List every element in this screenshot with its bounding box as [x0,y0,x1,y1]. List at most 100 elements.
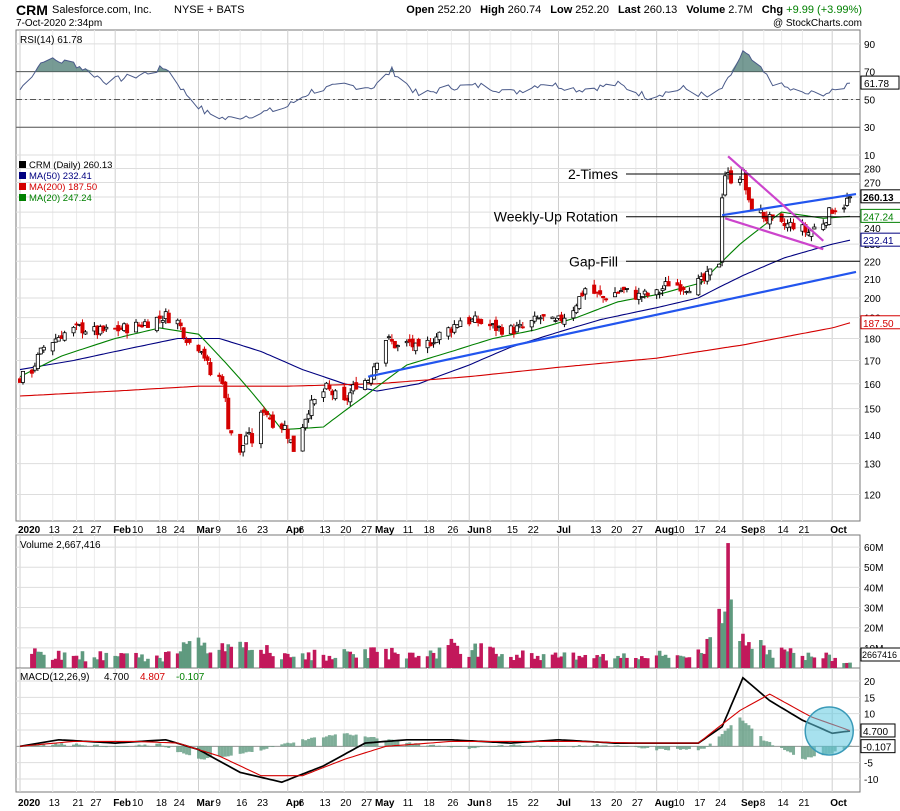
macd-histogram-bar [393,741,397,747]
x-tick-label: 10 [132,798,144,809]
volume-y-tick: 30M [864,604,883,615]
macd-histogram-bar [324,736,328,747]
macd-histogram-bar [390,739,394,747]
macd-histogram-bar [640,746,644,749]
price-bar-body [746,187,751,201]
x-tick-label: 8 [760,525,766,536]
macd-histogram-bar [161,745,165,747]
macd-histogram-bar [342,733,346,747]
macd-histogram-bar [188,746,192,756]
price-bar-body [160,320,165,323]
price-bar-body [327,384,332,390]
x-tick-label: Feb [113,798,131,809]
volume-bar [497,656,501,668]
rsi-y-tick: 90 [864,40,876,51]
x-tick-label: 18 [424,525,436,536]
macd-histogram-bar [696,746,700,751]
price-bar-body [208,362,213,376]
volume-bar [208,652,213,668]
rsi-y-tick: 50 [864,95,876,106]
volume-bar [616,655,620,668]
macd-histogram-bar [771,745,775,747]
macd-histogram-bar [271,746,275,748]
volume-bar [437,647,442,668]
volume-bar [550,654,555,668]
macd-histogram-bar [396,740,400,747]
volume-bar [247,650,251,668]
macd-histogram-bar [268,746,272,747]
volume-bar [455,645,460,668]
macd-badge [860,723,896,738]
price-y-tick: 220 [864,257,881,268]
macd-histogram-bar [678,746,682,750]
macd-histogram-bar [155,743,159,747]
price-bar-body [681,287,686,290]
price-bar-body [282,425,287,430]
quote-open: Open 252.20 [406,4,471,16]
macd-y-tick: -10 [864,775,879,786]
macd-histogram-bar [539,746,543,748]
macd-histogram-bar [134,745,138,747]
volume-bar [122,653,126,668]
price-bar-body [499,327,504,335]
macd-histogram-bar [738,717,742,747]
volume-bar [791,652,796,668]
price-bar-body [574,305,579,314]
volume-bar [476,656,480,668]
macd-histogram-bar [658,746,662,749]
volume-bar [321,654,326,668]
macd-histogram-bar [619,746,623,747]
x-tick-label: 15 [507,798,519,809]
volume-bar [348,651,353,668]
price-bar-body [217,374,222,377]
volume-bar [175,653,180,668]
price-bar-body [583,288,588,295]
macd-histogram-bar [57,744,61,747]
macd-histogram-bar [744,723,748,747]
price-legend-item: CRM (Daily) 260.13 [29,160,112,171]
volume-bar [500,654,504,668]
price-bar-body [333,390,338,400]
macd-badge [860,739,896,754]
x-tick-label: 21 [73,525,85,536]
volume-bar [842,663,846,668]
volume-bar [101,660,106,668]
macd-histogram-bar [220,746,224,757]
macd-histogram-bar [533,746,537,747]
price-bar-body [306,413,311,420]
volume-bar [592,658,596,668]
x-tick-label: 21 [73,798,85,809]
price-y-tick: 280 [864,164,881,175]
volume-bar [660,655,665,668]
price-bar-body [71,326,76,334]
macd-y-tick: 10 [864,710,876,721]
quote-value: 2.7M [725,4,753,16]
macd-histogram-bar [625,746,629,747]
volume-bar [824,652,829,668]
macd-histogram-bar [708,743,712,747]
volume-bar [42,654,46,668]
volume-bar [848,662,852,668]
macd-histogram-bar [185,746,189,755]
macd-histogram-bar [675,746,679,749]
volume-bar [470,650,475,668]
volume-bar [788,648,793,668]
volume-bar [280,659,284,668]
price-bar-body [145,321,150,328]
price-bar-body [134,321,139,333]
macd-histogram-bar [765,741,769,747]
volume-bar [351,654,356,668]
volume-bar [62,652,67,668]
macd-histogram-bar [702,746,706,749]
macd-histogram-bar [369,736,373,747]
macd-histogram-bar [265,746,269,749]
price-y-tick: 120 [864,490,881,501]
volume-y-tick: 40M [864,583,883,594]
volume-bar [595,655,599,668]
x-tick-label: 13 [590,798,602,809]
volume-bar [372,647,376,668]
volume-bar [74,655,79,668]
volume-bar [764,654,769,668]
macd-histogram-bar [646,746,650,748]
volume-bar [244,642,248,668]
